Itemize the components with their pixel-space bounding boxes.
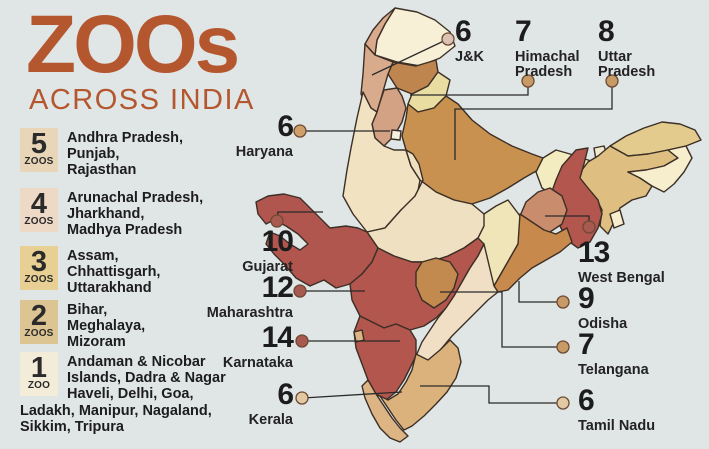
state-nagaland-manipur	[627, 145, 693, 193]
state-gujarat	[255, 193, 379, 289]
callout-state-label: Himachal Pradesh	[515, 49, 580, 81]
connector-jk	[371, 38, 449, 76]
zoo-count-badge: 2 ZOOS	[20, 300, 58, 344]
dot-himachal	[521, 74, 535, 88]
callout-karnataka: 14 Karnataka	[222, 321, 294, 371]
dot-jk	[441, 32, 455, 46]
callout-count: 14	[261, 321, 294, 354]
legend-states-list: Arunachal Pradesh, Jharkhand, Madhya Pra…	[67, 190, 204, 239]
callout-state-label: J&K	[455, 49, 485, 65]
callout-himachal-pradesh: 7 Himachal Pradesh	[515, 17, 579, 80]
callout-state-label: West Bengal	[578, 270, 665, 286]
legend-states-list: Assam, Chhattisgarh, Uttarakhand	[67, 248, 161, 297]
state-karnataka	[353, 315, 417, 401]
callout-count: 10	[261, 225, 294, 258]
dot-gujarat	[270, 214, 284, 228]
legend-item-3-zoos: 3 ZOOS Assam, Chhattisgarh, Uttarakhand	[20, 246, 218, 297]
callout-west-bengal: 13 West Bengal	[578, 238, 665, 286]
zoo-count-badge: 4 ZOOS	[20, 188, 58, 232]
badge-count: 3	[30, 246, 48, 278]
callout-count: 6	[277, 110, 294, 143]
zoo-count-badge: 1 ZOO	[20, 352, 58, 396]
callout-count: 13	[578, 236, 610, 269]
state-delhi	[390, 129, 402, 141]
state-kerala	[361, 379, 409, 443]
callout-haryana: 6 Haryana	[235, 110, 294, 160]
callout-count: 7	[578, 328, 595, 361]
callout-state-label: Tamil Nadu	[578, 418, 656, 434]
state-goa	[353, 329, 365, 343]
legend-states-list: Bihar, Meghalaya, Mizoram	[67, 302, 146, 351]
badge-count: 1	[30, 352, 48, 384]
callout-maharashtra: 12 Maharashtra	[206, 271, 294, 321]
legend-item-4-zoos: 4 ZOOS Arunachal Pradesh, Jharkhand, Mad…	[20, 188, 218, 239]
dot-tamil-nadu	[556, 396, 570, 410]
state-odisha	[493, 213, 573, 293]
callout-state-label: Telangana	[578, 362, 649, 378]
badge-unit: ZOOS	[24, 216, 54, 228]
connector-telangana	[440, 291, 561, 348]
badge-unit: ZOOS	[24, 274, 54, 286]
connector-odisha	[518, 281, 561, 303]
legend-item-5-zoos: 5 ZOOS Andhra Pradesh, Punjab, Rajasthan	[20, 128, 218, 179]
callout-count: 7	[515, 15, 532, 48]
callout-count: 8	[598, 15, 615, 48]
callout-count: 9	[578, 282, 595, 315]
legend-item-2-zoos: 2 ZOOS Bihar, Meghalaya, Mizoram	[20, 300, 218, 351]
dot-haryana	[293, 124, 307, 138]
badge-unit: ZOOS	[24, 328, 54, 340]
connector-uttar-pradesh	[454, 81, 613, 160]
zoo-count-badge: 3 ZOOS	[20, 246, 58, 290]
callout-state-label: Gujarat	[242, 259, 293, 275]
callout-jk: 6 J&K	[455, 17, 484, 65]
dot-kerala	[295, 391, 309, 405]
callout-gujarat: 10 Gujarat	[242, 225, 294, 275]
callout-count: 6	[455, 15, 472, 48]
callout-state-label: Maharashtra	[206, 305, 293, 321]
legend-states-list: Andhra Pradesh, Punjab, Rajasthan	[67, 130, 184, 179]
dot-telangana	[556, 340, 570, 354]
badge-count: 5	[30, 128, 48, 160]
callout-dots	[270, 32, 619, 410]
dot-west-bengal	[582, 220, 596, 234]
callout-count: 12	[261, 271, 294, 304]
badge-unit: ZOOS	[24, 156, 54, 168]
badge-unit: ZOO	[27, 380, 51, 392]
callout-odisha: 9 Odisha	[578, 284, 627, 332]
zoo-count-badge: 5 ZOOS	[20, 128, 58, 172]
dot-uttar-pradesh	[605, 74, 619, 88]
page-subtitle: ACROSS INDIA	[29, 84, 255, 116]
connector-kerala	[302, 391, 403, 399]
page-title: ZOOs	[26, 0, 240, 90]
badge-count: 2	[30, 300, 48, 332]
callout-telangana: 7 Telangana	[578, 330, 649, 378]
dot-maharashtra	[293, 284, 307, 298]
state-jk-west-strip	[364, 7, 396, 56]
dot-karnataka	[295, 334, 309, 348]
callout-state-label: Kerala	[248, 412, 293, 428]
state-tripura	[609, 209, 625, 229]
callout-tamil-nadu: 6 Tamil Nadu	[578, 386, 655, 434]
callout-kerala: 6 Kerala	[248, 378, 294, 428]
connector-tamil-nadu	[420, 385, 561, 404]
callout-state-label: Uttar Pradesh	[598, 49, 656, 81]
callout-state-label: Odisha	[578, 316, 628, 332]
state-telangana	[415, 257, 459, 309]
legend-item-1-zoo: 1 ZOO Andaman & Nicobar Islands, Dadra &…	[20, 352, 236, 435]
dot-odisha	[556, 295, 570, 309]
callout-state-label: Haryana	[235, 144, 293, 160]
callout-uttar-pradesh: 8 Uttar Pradesh	[598, 17, 655, 80]
badge-count: 4	[30, 188, 48, 220]
callout-count: 6	[277, 378, 294, 411]
legend-states-list: Andaman & Nicobar Islands, Dadra & Nagar…	[20, 354, 226, 435]
state-tamil-nadu	[379, 339, 462, 431]
callout-count: 6	[578, 384, 595, 417]
callout-state-label: Karnataka	[222, 355, 293, 371]
